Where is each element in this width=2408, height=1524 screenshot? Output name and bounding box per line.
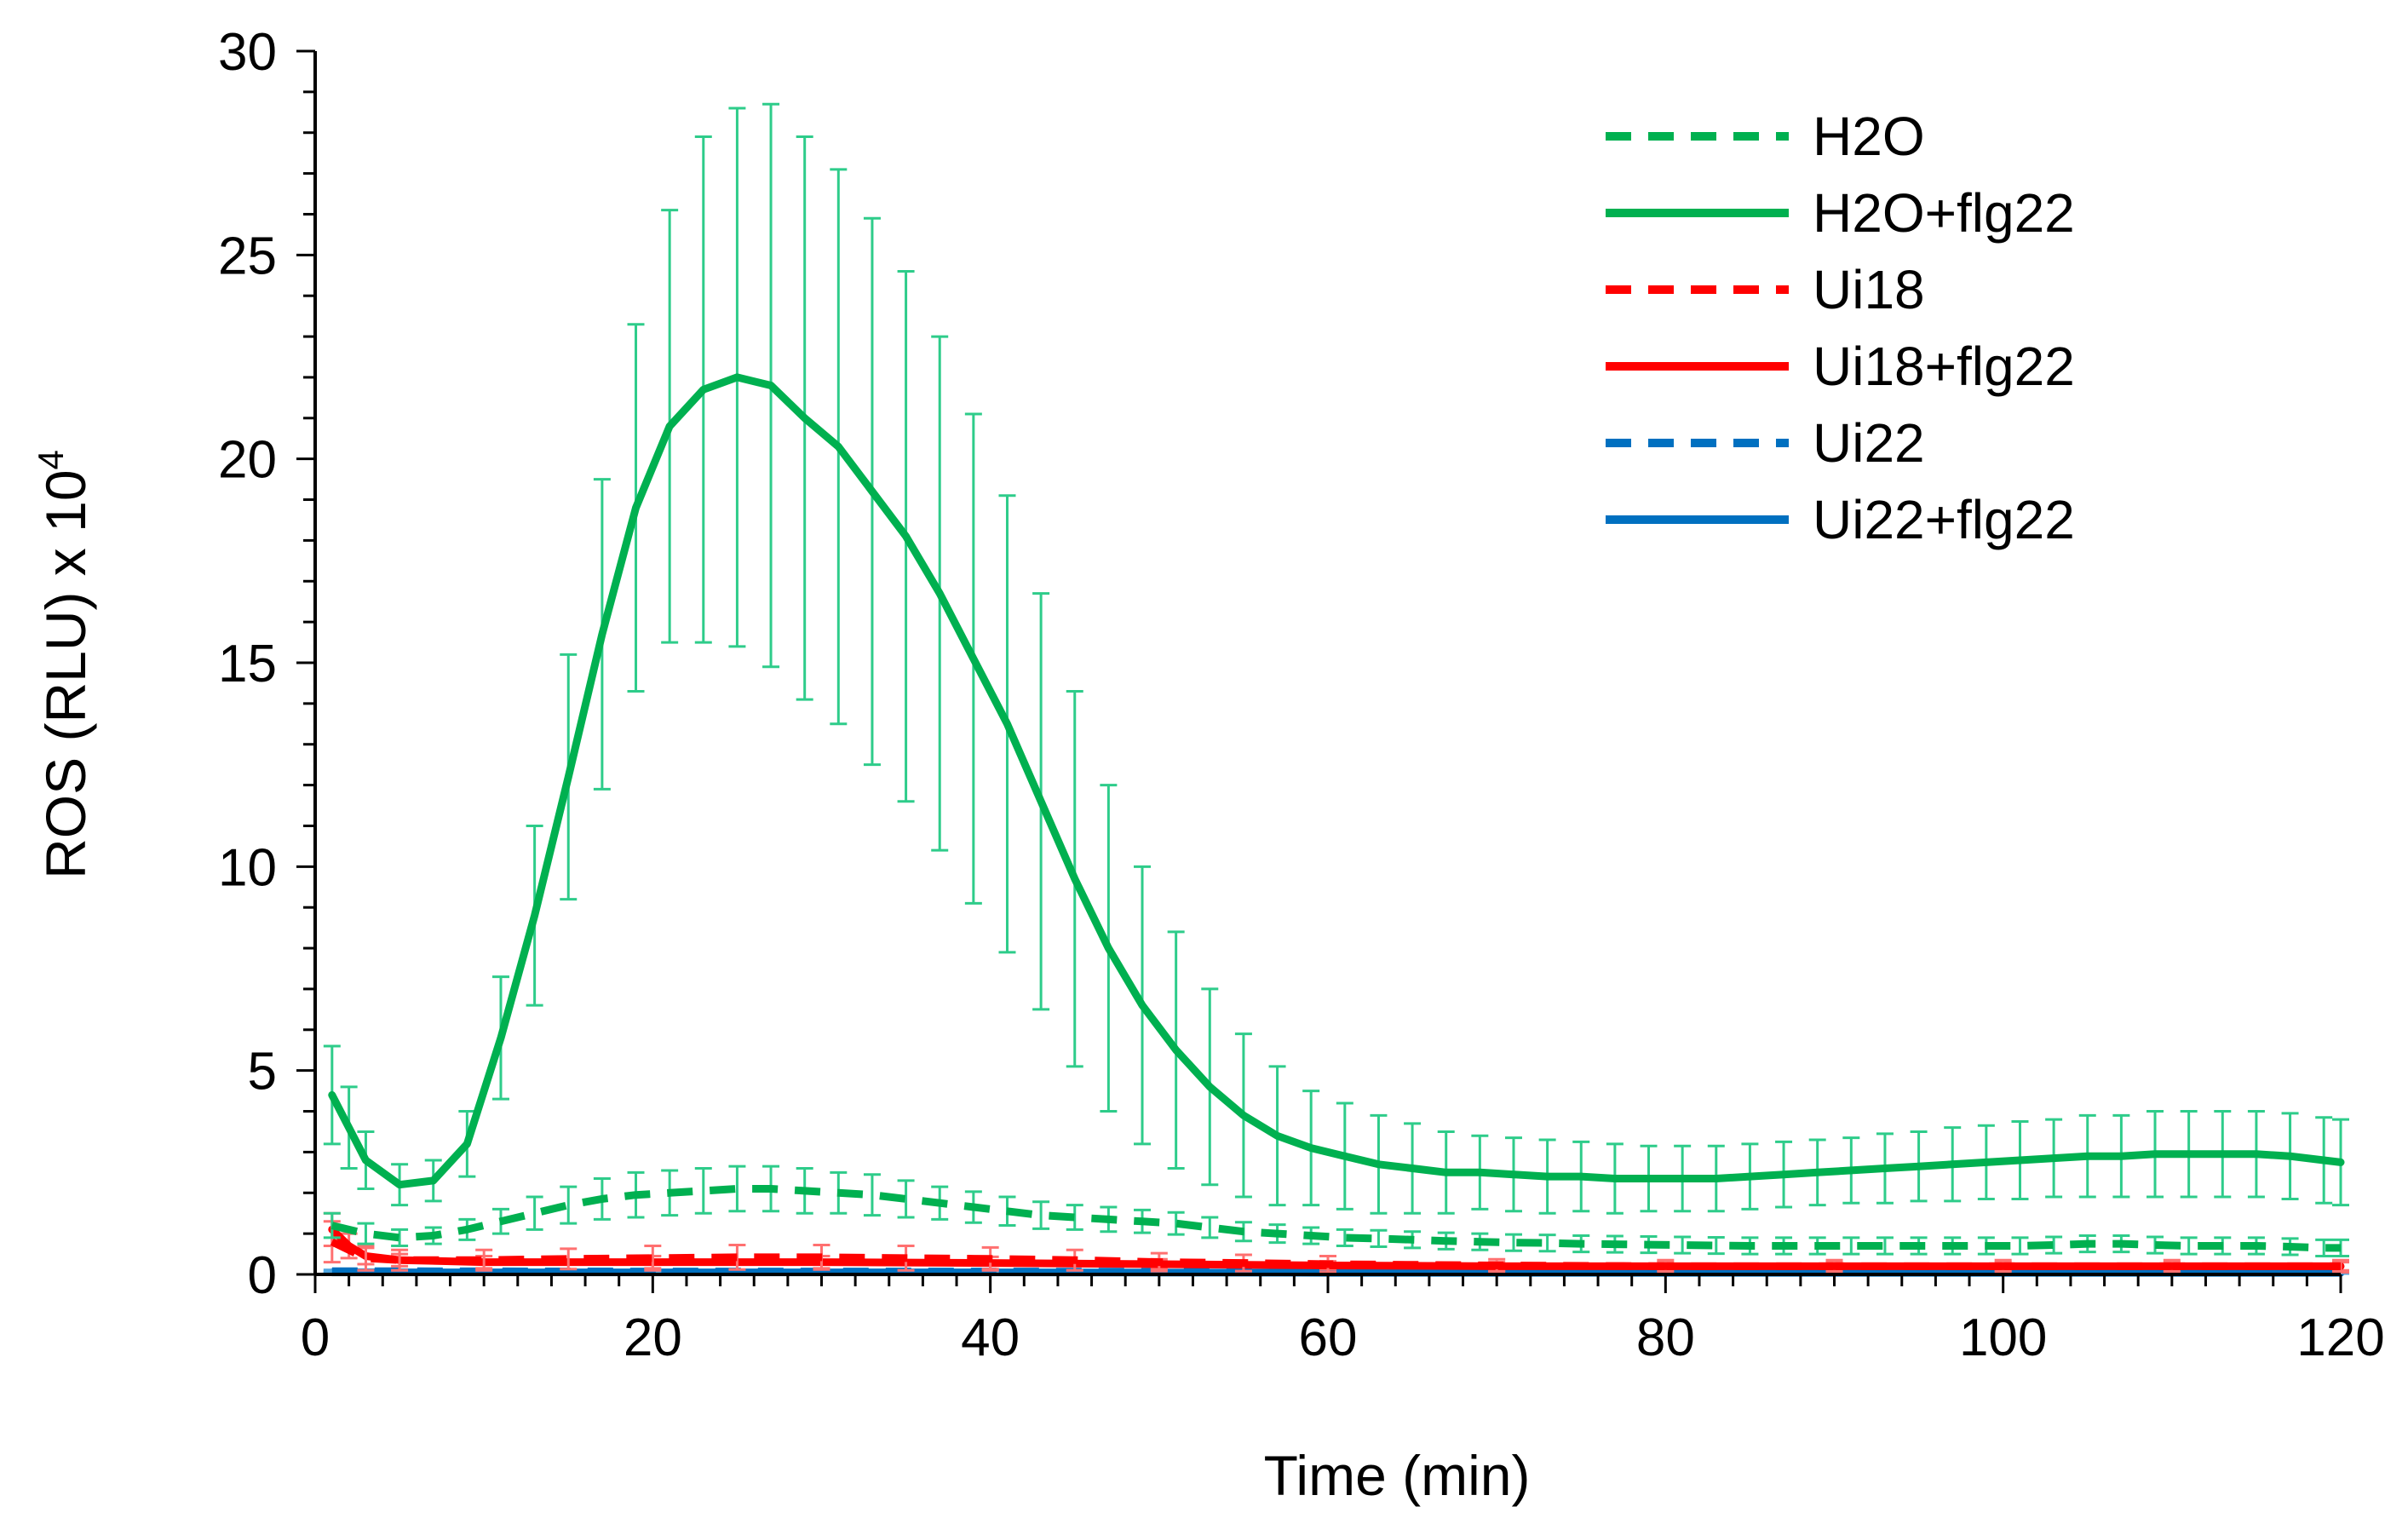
x-tick-label: 40 [961,1308,1020,1367]
legend-entry: Ui18 [1606,259,1925,320]
series-line-Ui18 [330,1238,2341,1270]
legend-label: H2O [1813,106,1925,167]
y-tick-label: 10 [218,838,277,897]
series-line-H2O [330,1185,2341,1252]
y-axis-title-text: ROS (RLU) x 10 [34,469,97,878]
y-tick-label: 20 [218,431,277,490]
x-axis-title: Time (min) [1264,1444,1531,1507]
axes-layer: 0 5 10 15 20 25 30 0 20 40 60 80 100 120 [218,23,2385,1367]
x-tick-label: 20 [624,1308,682,1367]
error-bars-Ui18 [323,1220,2349,1274]
series-Ui18 [323,1220,2349,1274]
legend-entry: Ui22 [1606,412,1925,474]
legend-entry: Ui18+flg22 [1606,336,2075,397]
legend: H2O H2O+flg22 Ui18 Ui18+flg22 Ui22 Ui22+flg22 [1606,106,2075,550]
series-layer [323,102,2349,1277]
y-tick-label: 0 [248,1246,277,1305]
legend-entry: H2O+flg22 [1606,182,2075,244]
legend-label: Ui18 [1813,259,1925,320]
y-tick-label: 5 [248,1043,277,1101]
x-tick-label: 120 [2296,1308,2384,1367]
y-tick-label: 15 [218,635,277,693]
legend-entry: Ui22+flg22 [1606,489,2075,550]
error-bars-H2O+flg22 [323,102,2349,1215]
series-line-H2O+flg22 [328,373,2345,1189]
x-tick-label: 80 [1636,1308,1695,1367]
legend-label: Ui18+flg22 [1813,336,2075,397]
legend-label: Ui22 [1813,412,1925,474]
legend-label: Ui22+flg22 [1813,489,2075,550]
x-tick-label: 60 [1299,1308,1358,1367]
y-axis-title-exponent: 4 [31,450,71,469]
series-H2O [323,1165,2349,1257]
y-axis-title: ROS (RLU) x 104 [31,450,97,879]
x-tick-label: 100 [1959,1308,2047,1367]
legend-label: H2O+flg22 [1813,182,2075,244]
legend-entry: H2O [1606,106,1925,167]
y-tick-label: 30 [218,23,277,82]
x-tick-label: 0 [301,1308,330,1367]
y-tick-label: 25 [218,227,277,285]
series-H2O+flg22 [323,102,2349,1215]
